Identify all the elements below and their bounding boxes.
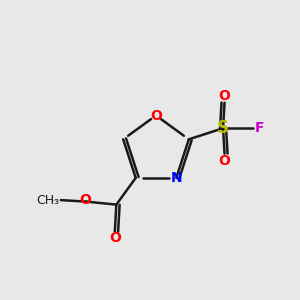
Text: O: O (219, 89, 230, 103)
Text: N: N (170, 171, 182, 185)
Text: methoxy: methoxy (52, 200, 58, 201)
Text: O: O (150, 109, 162, 122)
Text: O: O (79, 193, 91, 207)
Text: CH₃: CH₃ (36, 194, 59, 207)
Text: O: O (219, 154, 230, 168)
Text: F: F (255, 121, 264, 135)
Text: O: O (109, 231, 121, 245)
Text: S: S (217, 119, 229, 137)
